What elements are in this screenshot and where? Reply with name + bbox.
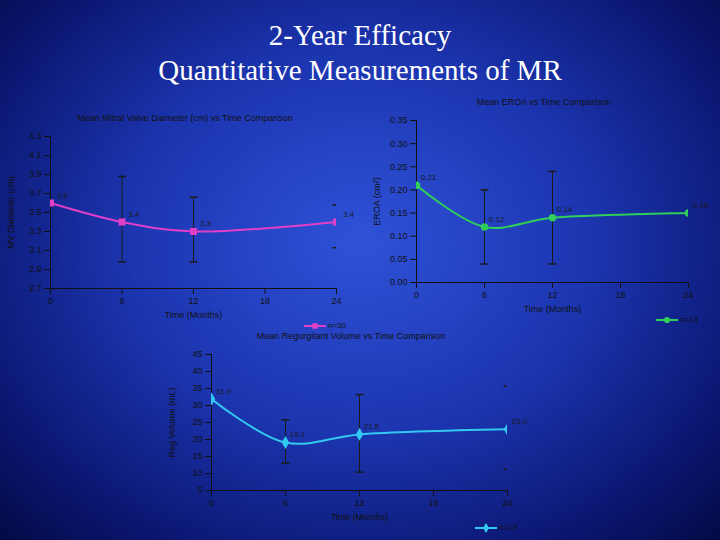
svg-text:3.3: 3.3 xyxy=(200,219,212,228)
svg-text:0.35: 0.35 xyxy=(390,115,408,125)
html-text:n=30: n=30 xyxy=(325,321,346,330)
html-text:n=13: n=13 xyxy=(496,523,517,532)
svg-text:12: 12 xyxy=(354,498,364,508)
svg-text:31.9: 31.9 xyxy=(216,387,232,396)
svg-text:30: 30 xyxy=(192,400,202,410)
svg-text:MV Diameter (cm): MV Diameter (cm) xyxy=(6,176,16,249)
svg-text:18: 18 xyxy=(260,296,270,306)
svg-text:40: 40 xyxy=(192,366,202,376)
svg-text:2.9: 2.9 xyxy=(29,264,42,274)
svg-text:15: 15 xyxy=(192,451,202,461)
svg-text:0: 0 xyxy=(209,498,214,508)
svg-text:21.5: 21.5 xyxy=(364,422,380,431)
svg-text:0.14: 0.14 xyxy=(557,205,573,214)
svg-text:12: 12 xyxy=(547,290,557,300)
svg-text:3.1: 3.1 xyxy=(29,245,42,255)
svg-text:5: 5 xyxy=(197,485,202,495)
html-text:Quantitative Measurements of M: Quantitative Measurements of MR xyxy=(158,54,562,86)
svg-text:3.3: 3.3 xyxy=(29,226,42,236)
svg-text:18: 18 xyxy=(615,290,625,300)
svg-text:45: 45 xyxy=(192,349,202,359)
svg-text:6: 6 xyxy=(119,296,124,306)
svg-text:0.20: 0.20 xyxy=(390,185,408,195)
svg-text:0.15: 0.15 xyxy=(693,201,709,210)
svg-text:3.4: 3.4 xyxy=(343,210,355,219)
svg-text:0.25: 0.25 xyxy=(390,162,408,172)
svg-text:18: 18 xyxy=(428,498,438,508)
html-text:n=13: n=13 xyxy=(677,315,698,324)
svg-text:3.4: 3.4 xyxy=(128,210,140,219)
svg-text:25: 25 xyxy=(192,417,202,427)
html-text:Mean Regurgitant Volume vs Tim: Mean Regurgitant Volume vs Time Comparis… xyxy=(256,331,446,341)
svg-text:6: 6 xyxy=(482,290,487,300)
svg-text:0: 0 xyxy=(48,296,53,306)
svg-text:3.6: 3.6 xyxy=(57,191,69,200)
svg-text:24: 24 xyxy=(502,498,512,508)
svg-text:3.7: 3.7 xyxy=(29,188,42,198)
svg-text:Time (Months): Time (Months) xyxy=(165,310,223,320)
svg-text:Reg Volume (mL): Reg Volume (mL) xyxy=(167,387,177,457)
svg-text:0.15: 0.15 xyxy=(390,208,408,218)
svg-text:23.0: 23.0 xyxy=(512,417,528,426)
svg-text:2.7: 2.7 xyxy=(29,283,42,293)
svg-text:12: 12 xyxy=(188,296,198,306)
svg-text:3.5: 3.5 xyxy=(29,207,42,217)
svg-text:EROA (cm²): EROA (cm²) xyxy=(372,177,382,226)
svg-text:0.05: 0.05 xyxy=(390,254,408,264)
svg-text:4.3: 4.3 xyxy=(29,131,42,141)
svg-text:0.00: 0.00 xyxy=(390,277,408,287)
svg-text:Time (Months): Time (Months) xyxy=(524,304,582,314)
svg-text:Time (Months): Time (Months) xyxy=(331,512,389,522)
svg-text:24: 24 xyxy=(683,290,693,300)
svg-text:3.9: 3.9 xyxy=(29,169,42,179)
html-text:Mean Mitral Valve Diameter (cm: Mean Mitral Valve Diameter (cm) vs Time … xyxy=(77,113,293,123)
svg-text:0.21: 0.21 xyxy=(421,173,437,182)
svg-text:10: 10 xyxy=(192,468,202,478)
svg-text:4.1: 4.1 xyxy=(29,150,42,160)
svg-text:19.1: 19.1 xyxy=(290,430,306,439)
svg-text:0.10: 0.10 xyxy=(390,231,408,241)
svg-text:35: 35 xyxy=(192,383,202,393)
svg-text:0.12: 0.12 xyxy=(489,215,505,224)
html-text:Mean EROA vs Time Comparison: Mean EROA vs Time Comparison xyxy=(476,97,612,107)
svg-text:6: 6 xyxy=(283,498,288,508)
svg-text:24: 24 xyxy=(331,296,341,306)
svg-text:0.30: 0.30 xyxy=(390,139,408,149)
svg-text:0: 0 xyxy=(414,290,419,300)
svg-text:20: 20 xyxy=(192,434,202,444)
html-text:2-Year Efficacy: 2-Year Efficacy xyxy=(268,19,452,51)
